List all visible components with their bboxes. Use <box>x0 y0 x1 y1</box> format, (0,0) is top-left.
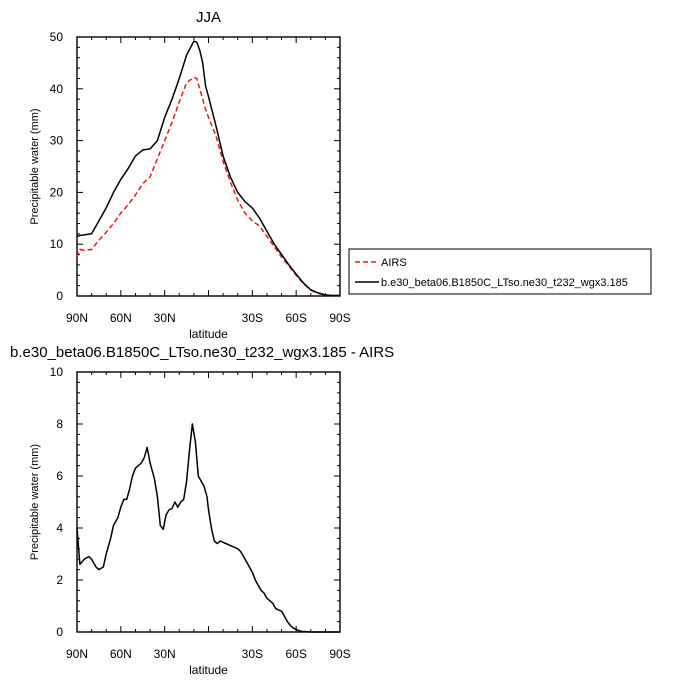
x-tick-label: 30S <box>242 647 263 661</box>
y-axis-label: Precipitable water (mm) <box>29 108 41 224</box>
x-tick-label: 60S <box>285 647 306 661</box>
y-tick-label: 20 <box>50 185 64 199</box>
y-tick-label: 8 <box>56 417 63 431</box>
y-tick-label: 40 <box>50 82 64 96</box>
y-tick-label: 0 <box>56 289 63 303</box>
chart-title: b.e30_beta06.B1850C_LTso.ne30_t232_wgx3.… <box>10 344 394 361</box>
x-tick-label: 60N <box>110 311 132 325</box>
x-tick-label: 90N <box>66 647 88 661</box>
x-tick-label: 30N <box>154 311 176 325</box>
legend-box <box>348 248 652 295</box>
x-axis-label: latitude <box>189 327 228 341</box>
y-tick-label: 2 <box>56 573 63 587</box>
plot-frame <box>76 371 341 633</box>
legend-entry-0: AIRS <box>381 257 407 269</box>
chart-title: JJA <box>196 9 221 26</box>
x-tick-label: 30N <box>154 647 176 661</box>
series-line-1 <box>76 40 340 297</box>
y-tick-label: 10 <box>50 237 64 251</box>
plot-frame <box>76 36 341 297</box>
bottom-panel: b.e30_beta06.B1850C_LTso.ne30_t232_wgx3.… <box>10 344 394 677</box>
y-tick-label: 6 <box>56 469 63 483</box>
top-panel: JJA 90N 60N 30N 30S 60S 90S latitude 0 10 20 30 40 50… <box>29 9 652 341</box>
y-tick-label: 10 <box>50 365 64 379</box>
x-tick-label: 90S <box>329 647 350 661</box>
legend-entry-1: b.e30_beta06.B1850C_LTso.ne30_t232_wgx3.… <box>381 277 628 289</box>
y-tick-label: 50 <box>50 30 64 44</box>
series-line-0 <box>76 423 340 633</box>
x-tick-label: 60S <box>285 311 306 325</box>
x-tick-label: 60N <box>110 647 132 661</box>
x-tick-label: 90N <box>66 311 88 325</box>
y-axis-label: Precipitable water (mm) <box>29 444 41 560</box>
x-tick-label: 90S <box>329 311 350 325</box>
x-tick-label: 30S <box>242 311 263 325</box>
y-tick-label: 0 <box>56 625 63 639</box>
x-axis-label: latitude <box>189 663 228 677</box>
y-tick-label: 30 <box>50 134 64 148</box>
y-tick-label: 4 <box>56 521 63 535</box>
